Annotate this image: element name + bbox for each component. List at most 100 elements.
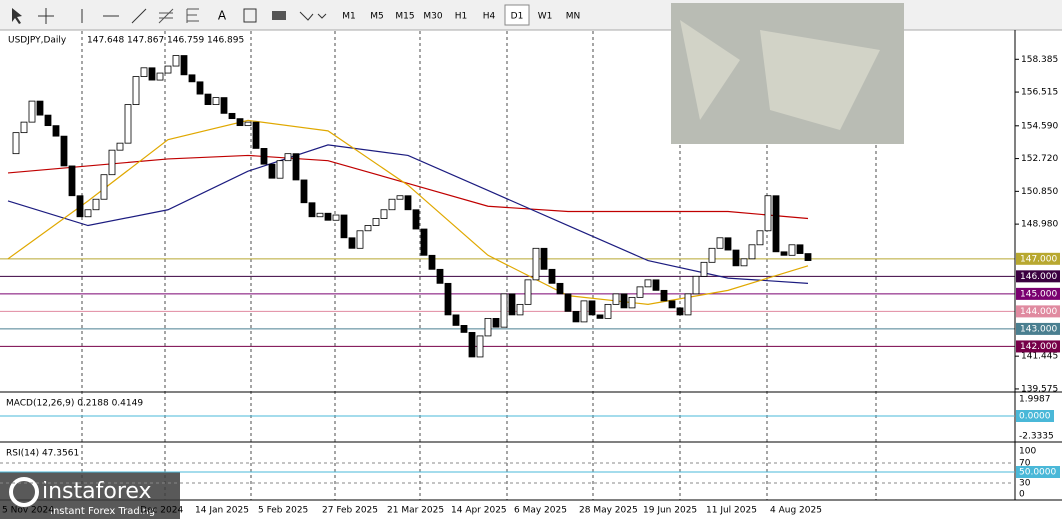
timeframe-button[interactable]: M15	[395, 12, 414, 22]
candle	[228, 112, 236, 120]
candle	[116, 142, 124, 151]
candle	[380, 209, 388, 219]
candle	[612, 293, 620, 305]
candle	[316, 212, 324, 218]
candle	[524, 279, 532, 305]
candle	[444, 282, 452, 316]
timeframe-button[interactable]: MN	[566, 12, 581, 22]
candle	[292, 153, 300, 181]
candle	[300, 179, 308, 204]
y-tick-label: 152.720	[1021, 154, 1058, 164]
candle	[36, 100, 44, 116]
candle	[164, 65, 172, 74]
date-label: 4 Aug 2025	[770, 506, 822, 516]
rsi-scale: 50.0000	[1019, 468, 1056, 478]
rect-tool[interactable]	[272, 11, 286, 20]
candle	[764, 195, 772, 232]
candle	[772, 195, 780, 253]
candle	[604, 303, 612, 319]
candle	[748, 244, 756, 260]
candle	[564, 293, 572, 312]
candle	[220, 97, 228, 114]
ohlc-value: 147.648	[87, 36, 124, 46]
crosshair-tool[interactable]	[38, 8, 54, 24]
candle	[588, 300, 596, 316]
candle	[572, 310, 580, 323]
date-label: 11 Jul 2025	[706, 506, 757, 516]
timeframe-button[interactable]: H4	[483, 12, 496, 22]
candle	[76, 195, 84, 218]
candle	[92, 198, 100, 211]
level-tag	[1016, 340, 1060, 353]
candle	[180, 55, 188, 76]
timeframe-button[interactable]: H1	[455, 12, 468, 22]
level-tag	[1016, 252, 1060, 265]
candle	[404, 195, 412, 211]
rsi-scale: 70	[1019, 459, 1031, 469]
candle	[668, 300, 676, 309]
candle	[52, 125, 60, 137]
date-label: 5 Feb 2025	[258, 506, 308, 516]
rsi-scale: 30	[1019, 479, 1031, 489]
level-tag	[1016, 270, 1060, 283]
text-tool[interactable]: A	[218, 9, 227, 23]
candle	[628, 296, 636, 309]
ohlc-value: 146.759	[167, 36, 204, 46]
ohlc: 147.648 147.867 146.759 146.895	[87, 36, 244, 46]
candle	[204, 93, 212, 106]
fibo-tool[interactable]	[186, 8, 199, 23]
channel-tool[interactable]	[158, 8, 174, 24]
cursor-tool[interactable]	[12, 8, 22, 24]
candle	[212, 97, 220, 106]
date-label: 27 Feb 2025	[322, 506, 378, 516]
candle	[276, 160, 284, 179]
candle	[756, 230, 764, 246]
macd-scale: -2.3335	[1019, 432, 1054, 442]
macd-scale: 0.0000	[1019, 412, 1051, 422]
macd-scale: 1.9987	[1019, 395, 1051, 405]
candle	[532, 247, 540, 281]
level-label: 144.000	[1020, 307, 1057, 317]
candle	[436, 268, 444, 284]
candle	[724, 237, 732, 251]
candle	[324, 212, 332, 221]
timeframe-button[interactable]: W1	[538, 12, 553, 22]
level-tag	[1016, 410, 1054, 422]
candle	[172, 55, 180, 67]
arrows-tool[interactable]	[299, 11, 327, 21]
level-label: 147.000	[1020, 254, 1057, 264]
rsi-scale: 100	[1019, 447, 1036, 457]
moving-average	[7, 119, 809, 305]
level-tag	[1016, 322, 1060, 335]
y-tick-label: 141.445	[1021, 352, 1058, 362]
timeframe-button[interactable]: M1	[342, 12, 356, 22]
level-tag	[1016, 287, 1060, 300]
date-label: 14 Jan 2025	[195, 506, 249, 516]
candle	[284, 153, 292, 162]
timeframe-button[interactable]: M5	[370, 12, 384, 22]
label-tool[interactable]	[243, 8, 257, 23]
level-label: 143.000	[1020, 324, 1057, 334]
candle	[124, 104, 132, 144]
candle	[260, 148, 268, 165]
timeframe-button[interactable]: D1	[511, 12, 524, 22]
timeframe-active	[504, 4, 530, 26]
timeframe-button[interactable]: M30	[423, 12, 442, 22]
candle	[428, 254, 436, 270]
ohlc-value: 147.867	[127, 36, 164, 46]
candle	[148, 67, 156, 81]
candle	[636, 286, 644, 298]
candle	[652, 279, 660, 291]
date-label: 5 Nov 2024	[2, 506, 54, 516]
candle	[708, 247, 716, 263]
candle	[140, 67, 148, 77]
candle	[804, 253, 812, 261]
candle	[348, 237, 356, 249]
candle	[28, 100, 36, 123]
candle	[188, 74, 196, 83]
candle	[132, 76, 140, 106]
trendline-tool[interactable]	[131, 8, 147, 24]
ohlc-value: 146.895	[207, 36, 244, 46]
symbol: USDJPY,Daily	[8, 36, 67, 46]
